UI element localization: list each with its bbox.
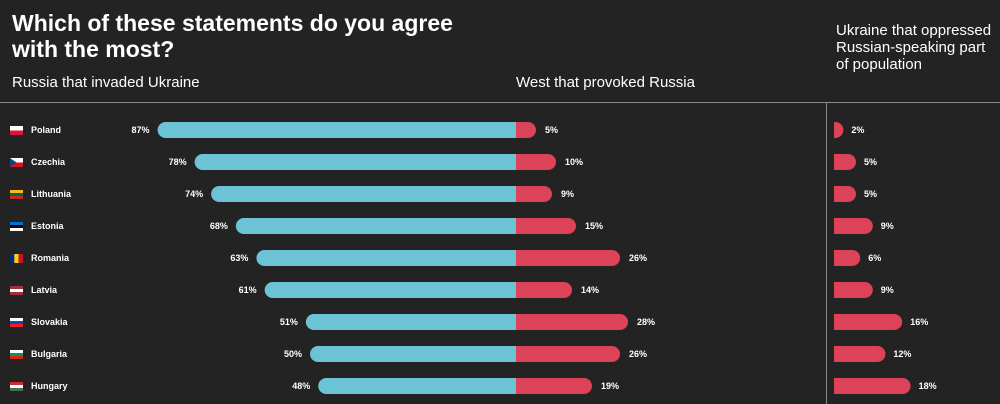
bar-oppressed-poland	[834, 122, 844, 138]
value-provoked-hungary: 19%	[601, 381, 619, 391]
bar-provoked-czechia	[516, 154, 556, 170]
bar-oppressed-romania	[834, 250, 861, 266]
bar-invaded-poland	[157, 122, 516, 138]
column-header-provoked: West that provoked Russia	[516, 74, 695, 91]
value-provoked-poland: 5%	[545, 125, 558, 135]
value-invaded-estonia: 68%	[210, 221, 228, 231]
bar-provoked-romania	[516, 250, 620, 266]
value-oppressed-latvia: 9%	[881, 285, 894, 295]
value-invaded-czechia: 78%	[169, 157, 187, 167]
value-invaded-poland: 87%	[132, 125, 150, 135]
flag-romania-icon	[10, 254, 23, 263]
value-oppressed-hungary: 18%	[919, 381, 937, 391]
flag-hungary-icon	[10, 382, 23, 391]
column-header-oppressed: Ukraine that oppressed Russian-speaking …	[836, 22, 992, 73]
value-oppressed-bulgaria: 12%	[893, 349, 911, 359]
value-provoked-latvia: 14%	[581, 285, 599, 295]
value-invaded-hungary: 48%	[292, 381, 310, 391]
flag-lithuania-icon	[10, 190, 23, 199]
bar-invaded-romania	[256, 250, 516, 266]
value-provoked-czechia: 10%	[565, 157, 583, 167]
value-oppressed-romania: 6%	[868, 253, 881, 263]
bar-provoked-lithuania	[516, 186, 552, 202]
value-invaded-latvia: 61%	[239, 285, 257, 295]
bar-oppressed-latvia	[834, 282, 873, 298]
bar-oppressed-hungary	[834, 378, 911, 394]
value-provoked-slovakia: 28%	[637, 317, 655, 327]
bar-oppressed-slovakia	[834, 314, 903, 330]
bar-oppressed-lithuania	[834, 186, 857, 202]
bar-invaded-hungary	[318, 378, 516, 394]
value-provoked-estonia: 15%	[585, 221, 603, 231]
country-label-romania: Romania	[31, 253, 70, 263]
header-divider	[0, 102, 1000, 103]
country-label-slovakia: Slovakia	[31, 317, 69, 327]
value-provoked-lithuania: 9%	[561, 189, 574, 199]
value-oppressed-estonia: 9%	[881, 221, 894, 231]
bar-provoked-bulgaria	[516, 346, 620, 362]
bar-provoked-estonia	[516, 218, 576, 234]
country-label-estonia: Estonia	[31, 221, 65, 231]
country-label-lithuania: Lithuania	[31, 189, 72, 199]
bar-invaded-estonia	[235, 218, 516, 234]
bar-invaded-latvia	[264, 282, 516, 298]
flag-estonia-icon	[10, 222, 23, 231]
flag-bulgaria-icon	[10, 350, 23, 359]
bar-oppressed-bulgaria	[834, 346, 886, 362]
value-oppressed-slovakia: 16%	[910, 317, 928, 327]
column-divider	[826, 102, 827, 404]
country-label-poland: Poland	[31, 125, 61, 135]
bar-invaded-czechia	[194, 154, 516, 170]
bar-provoked-slovakia	[516, 314, 628, 330]
value-oppressed-poland: 2%	[851, 125, 864, 135]
bar-invaded-bulgaria	[310, 346, 516, 362]
value-provoked-bulgaria: 26%	[629, 349, 647, 359]
bar-invaded-slovakia	[305, 314, 516, 330]
flag-czechia-icon	[10, 158, 23, 167]
value-invaded-lithuania: 74%	[185, 189, 203, 199]
bar-provoked-poland	[516, 122, 536, 138]
bar-invaded-lithuania	[211, 186, 516, 202]
country-label-bulgaria: Bulgaria	[31, 349, 68, 359]
chart-title: Which of these statements do you agree w…	[12, 10, 453, 62]
value-invaded-romania: 63%	[230, 253, 248, 263]
flag-slovakia-icon	[10, 318, 23, 327]
bar-oppressed-estonia	[834, 218, 873, 234]
country-label-czechia: Czechia	[31, 157, 66, 167]
bar-provoked-latvia	[516, 282, 572, 298]
value-oppressed-czechia: 5%	[864, 157, 877, 167]
bar-oppressed-czechia	[834, 154, 857, 170]
value-provoked-romania: 26%	[629, 253, 647, 263]
value-invaded-slovakia: 51%	[280, 317, 298, 327]
column-header-invaded: Russia that invaded Ukraine	[12, 74, 200, 91]
flag-latvia-icon	[10, 286, 23, 295]
country-label-hungary: Hungary	[31, 381, 68, 391]
value-oppressed-lithuania: 5%	[864, 189, 877, 199]
country-label-latvia: Latvia	[31, 285, 58, 295]
value-invaded-bulgaria: 50%	[284, 349, 302, 359]
flag-poland-icon	[10, 126, 23, 135]
bar-provoked-hungary	[516, 378, 592, 394]
